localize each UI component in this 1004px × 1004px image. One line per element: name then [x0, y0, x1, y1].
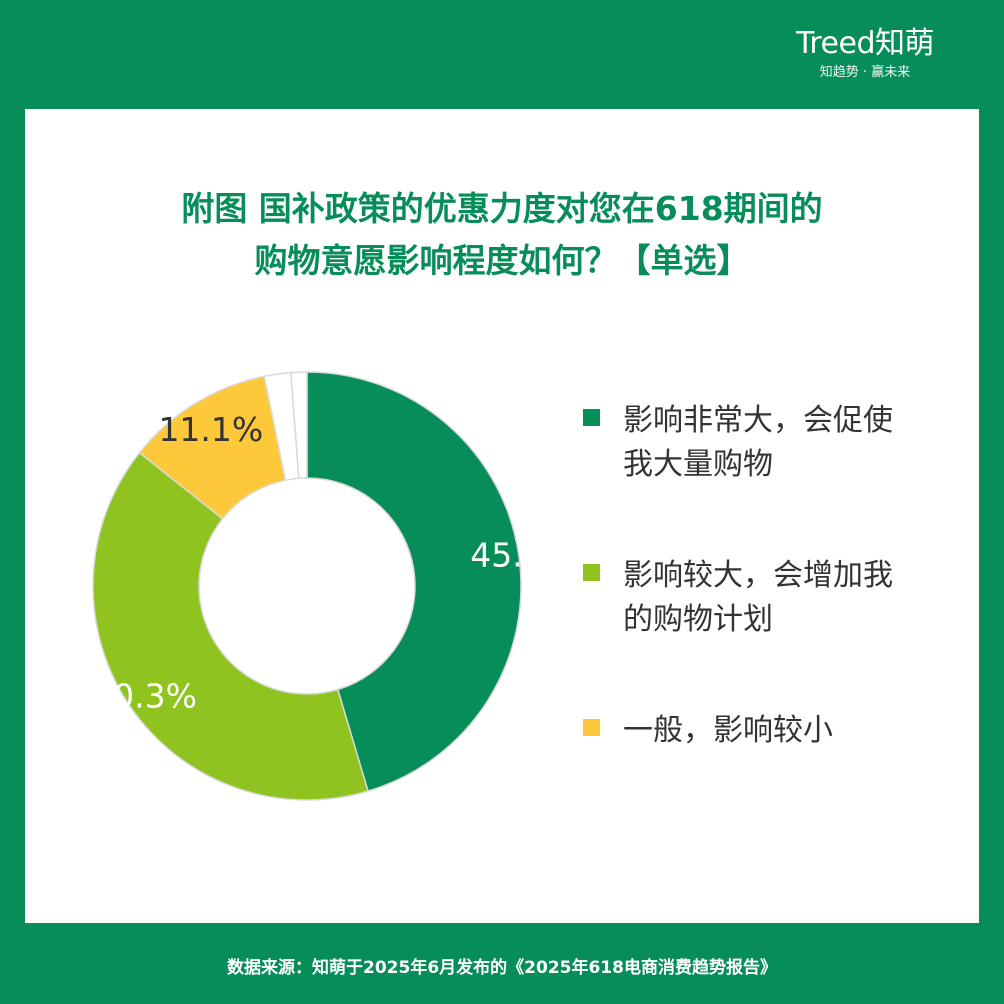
- legend-swatch-0: [583, 409, 600, 426]
- donut-slice-0: [306, 371, 522, 793]
- legend-label-line: 一般，影响较小: [623, 713, 833, 748]
- slice-data-label-0: 45.4%: [470, 536, 575, 575]
- donut-chart: 45.4% 40.3% 11.1%: [92, 371, 575, 801]
- slice-data-label-1: 40.3%: [92, 677, 197, 716]
- data-source-footer: 数据来源：知萌于2025年6月发布的《2025年618电商消费趋势报告》: [227, 958, 777, 978]
- chart-title: 附图 国补政策的优惠力度对您在618期间的 购物意愿影响程度如何？【单选】: [25, 183, 979, 287]
- brand-logo: Treed知萌 知趋势 · 赢未来: [780, 26, 950, 82]
- legend-swatch-1: [583, 564, 600, 581]
- legend-label-0: 影响非常大，会促使 我大量购物: [623, 399, 923, 487]
- legend-label-line: 影响较大，会增加我: [623, 558, 893, 593]
- legend-label-line: 的购物计划: [623, 602, 773, 637]
- chart-title-line-2: 购物意愿影响程度如何？【单选】: [254, 241, 750, 280]
- legend-swatch-2: [583, 719, 600, 736]
- legend-label-line: 我大量购物: [623, 447, 773, 482]
- brand-name: Treed知萌: [795, 26, 935, 61]
- brand-tagline: 知趋势 · 赢未来: [819, 65, 911, 80]
- donut-slice-1: [92, 451, 369, 801]
- chart-card: 附图 国补政策的优惠力度对您在618期间的 购物意愿影响程度如何？【单选】 45…: [25, 109, 979, 923]
- legend-label-1: 影响较大，会增加我 的购物计划: [623, 554, 923, 642]
- legend-label-2: 一般，影响较小: [623, 709, 923, 753]
- donut-slice-4: [290, 371, 308, 480]
- slice-data-label-2: 11.1%: [158, 410, 263, 449]
- legend-label-line: 影响非常大，会促使: [623, 403, 893, 438]
- chart-title-line-1: 附图 国补政策的优惠力度对您在618期间的: [181, 189, 823, 228]
